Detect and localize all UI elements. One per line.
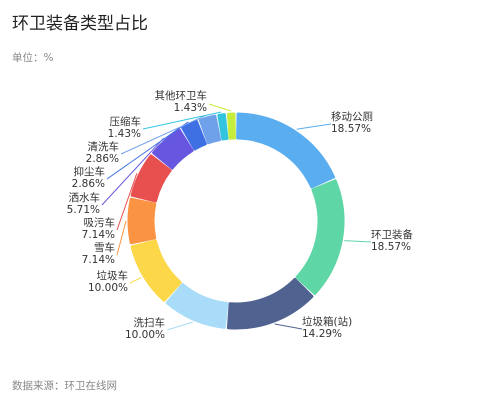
chart-title: 环卫装备类型占比 <box>12 14 148 34</box>
slice-value-label: 10.00% <box>125 329 165 341</box>
pie-slice[interactable] <box>236 112 336 189</box>
slice-value-label: 5.71% <box>67 204 100 216</box>
pie-slice[interactable] <box>127 197 157 245</box>
slice-label: 垃圾箱(站) <box>302 315 352 328</box>
pie-slice[interactable] <box>217 113 229 141</box>
pie-slice[interactable] <box>152 128 194 170</box>
slice-value-label: 7.14% <box>82 229 115 241</box>
unit-label: 单位：% <box>12 52 54 64</box>
slice-label: 环卫装备 <box>371 228 413 241</box>
slice-value-label: 2.86% <box>72 178 105 190</box>
label-leader-line <box>142 111 222 130</box>
slice-label: 洒水车 <box>69 191 101 204</box>
slice-label: 吸污车 <box>84 216 116 229</box>
label-leader-line <box>116 173 138 231</box>
label-leader-line <box>166 321 193 331</box>
slice-label: 压缩车 <box>110 115 142 128</box>
pie-slice[interactable] <box>130 154 172 203</box>
pie-slice[interactable] <box>226 277 314 330</box>
label-leader-line <box>344 240 372 243</box>
pie-slice[interactable] <box>198 114 222 145</box>
slice-value-label: 1.43% <box>174 102 207 114</box>
pie-slice[interactable] <box>226 112 236 140</box>
slice-label: 清洗车 <box>88 140 120 153</box>
slice-value-label: 14.29% <box>302 328 342 340</box>
label-leader-line <box>274 323 303 330</box>
slice-value-label: 1.43% <box>108 128 141 140</box>
slice-label: 垃圾车 <box>97 269 129 282</box>
pie-slice[interactable] <box>130 239 182 302</box>
slice-label: 洗扫车 <box>134 316 166 329</box>
slice-value-label: 7.14% <box>82 254 115 266</box>
label-leader-line <box>106 121 189 180</box>
slice-value-label: 18.57% <box>371 241 411 253</box>
label-leader-line <box>296 123 332 130</box>
label-leader-line <box>208 103 232 112</box>
pie-slice[interactable] <box>165 283 229 329</box>
slice-label: 其他环卫车 <box>155 89 208 102</box>
slice-label: 抑尘车 <box>74 165 106 178</box>
pie-slice[interactable] <box>181 120 207 151</box>
label-leader-line <box>101 137 164 206</box>
label-leader-line <box>116 220 127 256</box>
data-source: 数据来源：环卫在线网 <box>12 380 117 392</box>
slice-label: 移动公厕 <box>331 110 373 123</box>
slice-value-label: 18.57% <box>331 123 371 135</box>
label-leader-line <box>120 114 207 155</box>
slice-value-label: 10.00% <box>88 282 128 294</box>
label-leader-line <box>129 276 142 284</box>
slice-value-label: 2.86% <box>86 153 119 165</box>
pie-slice[interactable] <box>295 179 345 295</box>
slice-label: 雪车 <box>94 241 115 254</box>
